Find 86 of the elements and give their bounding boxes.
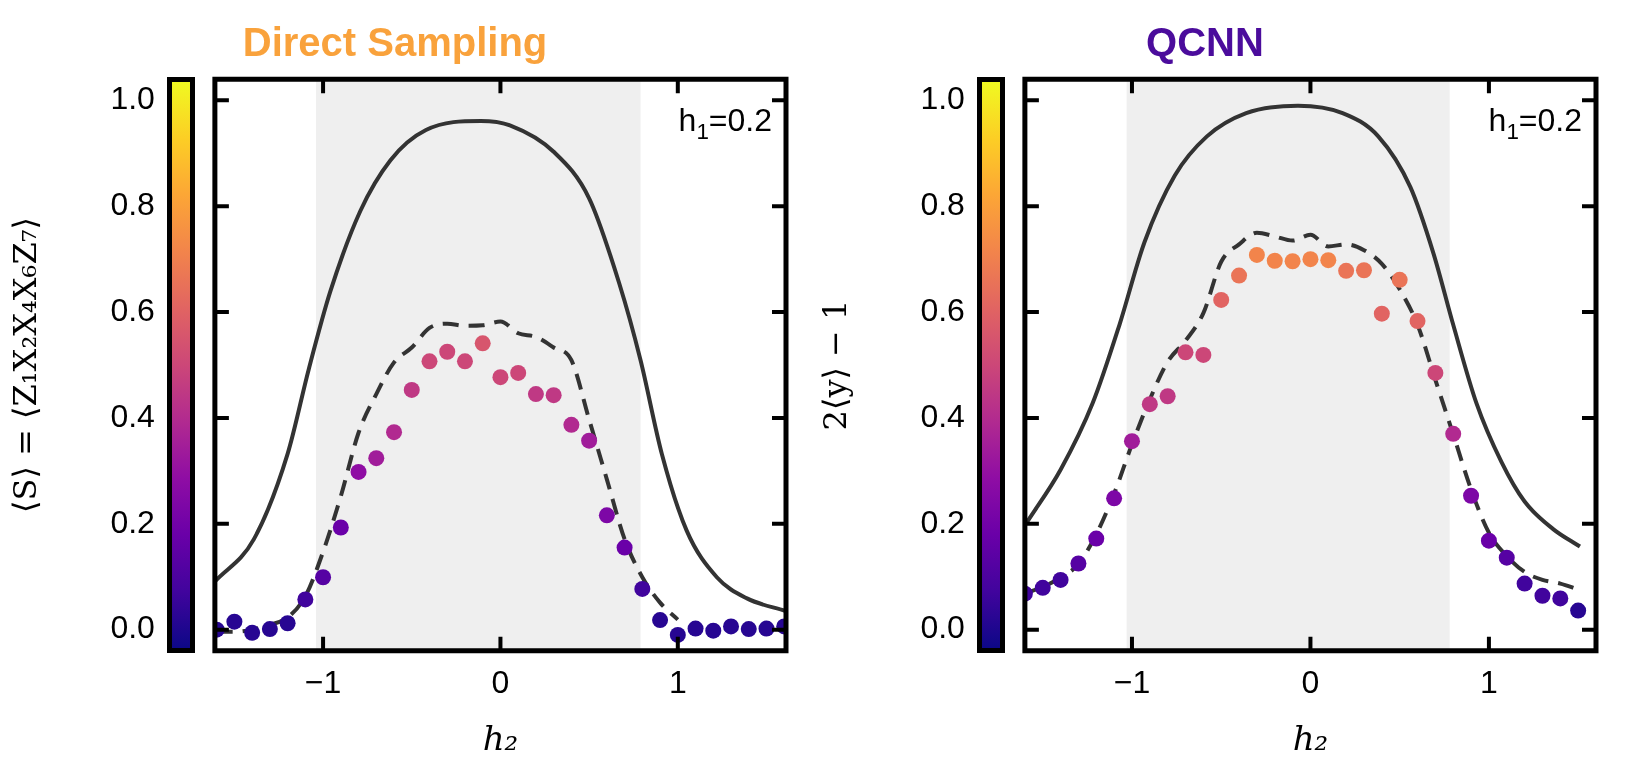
y-tick-label: 0.6 bbox=[920, 291, 965, 328]
point bbox=[1231, 267, 1248, 284]
y-tick-label: 0.6 bbox=[110, 291, 155, 328]
point bbox=[315, 569, 332, 586]
point bbox=[1445, 425, 1462, 442]
point bbox=[1195, 346, 1212, 363]
line-series bbox=[1024, 103, 1582, 549]
chart-title: Direct Sampling bbox=[242, 20, 548, 65]
point bbox=[1552, 590, 1569, 607]
point bbox=[421, 353, 438, 370]
point bbox=[1088, 530, 1105, 547]
point bbox=[439, 343, 456, 360]
point bbox=[510, 364, 527, 381]
point bbox=[474, 335, 491, 352]
point bbox=[1409, 313, 1426, 330]
point bbox=[598, 507, 615, 524]
point bbox=[687, 620, 704, 637]
point bbox=[1373, 305, 1390, 322]
point bbox=[1284, 253, 1301, 270]
y-tick-label: 0.0 bbox=[920, 609, 965, 646]
point bbox=[1498, 549, 1515, 566]
point bbox=[244, 624, 261, 641]
point bbox=[1141, 396, 1158, 413]
point bbox=[279, 615, 296, 632]
point bbox=[1159, 388, 1176, 405]
point bbox=[758, 620, 775, 637]
y-tick-label: 0.4 bbox=[920, 397, 965, 434]
point bbox=[1052, 571, 1069, 588]
point bbox=[1213, 291, 1230, 308]
point bbox=[1302, 251, 1319, 268]
x-tick-label: −1 bbox=[304, 663, 342, 700]
point bbox=[403, 381, 420, 398]
point bbox=[652, 612, 669, 629]
point bbox=[492, 369, 509, 386]
point bbox=[1427, 364, 1444, 381]
point bbox=[723, 618, 740, 635]
point bbox=[1391, 271, 1408, 288]
point bbox=[1034, 579, 1051, 596]
y-axis-title: 2⟨y⟩ − 1 bbox=[815, 299, 854, 431]
point bbox=[1248, 246, 1265, 263]
point bbox=[226, 613, 243, 630]
point bbox=[563, 416, 580, 433]
x-tick-label: −1 bbox=[1113, 663, 1151, 700]
x-axis-title: h₂ bbox=[482, 718, 519, 759]
x-axis-title: h₂ bbox=[1292, 718, 1329, 759]
y-tick-label: 1.0 bbox=[920, 80, 965, 117]
point bbox=[456, 353, 473, 370]
chart-title: QCNN bbox=[1146, 20, 1264, 65]
y-tick-label: 0.4 bbox=[110, 397, 155, 434]
y-axis-title: ⟨S⟩ = ⟨Z₁X₂X₄X₆Z₇⟩ bbox=[5, 217, 44, 513]
x-tick-label: 1 bbox=[1480, 663, 1498, 700]
point bbox=[368, 450, 385, 467]
point bbox=[527, 386, 544, 403]
x-tick-label: 0 bbox=[491, 663, 510, 700]
point bbox=[386, 424, 403, 441]
point bbox=[350, 463, 367, 480]
point bbox=[545, 387, 562, 404]
y-tick-label: 1.0 bbox=[110, 80, 155, 117]
point bbox=[297, 591, 314, 608]
y-tick-label: 0.0 bbox=[110, 609, 155, 646]
y-tick-label: 0.8 bbox=[110, 186, 155, 223]
point bbox=[634, 580, 651, 597]
point bbox=[705, 622, 722, 639]
point bbox=[1516, 575, 1533, 592]
point bbox=[332, 519, 349, 536]
x-tick-label: 1 bbox=[668, 663, 687, 700]
x-tick-label: 0 bbox=[1301, 663, 1320, 700]
point bbox=[581, 432, 598, 449]
point bbox=[261, 621, 278, 638]
point bbox=[1320, 252, 1337, 269]
point bbox=[1570, 602, 1587, 619]
point bbox=[1480, 532, 1497, 549]
point bbox=[1177, 344, 1194, 361]
point bbox=[1070, 555, 1087, 572]
y-tick-label: 0.2 bbox=[920, 503, 965, 540]
point bbox=[616, 539, 633, 556]
point bbox=[1338, 262, 1355, 279]
y-tick-label: 0.8 bbox=[920, 186, 965, 223]
y-tick-label: 0.2 bbox=[110, 503, 155, 540]
point bbox=[1123, 433, 1140, 450]
point bbox=[1463, 487, 1480, 504]
point bbox=[1106, 490, 1123, 507]
point bbox=[1534, 587, 1551, 604]
point bbox=[1266, 252, 1283, 269]
point bbox=[1355, 262, 1372, 279]
point bbox=[740, 621, 757, 638]
